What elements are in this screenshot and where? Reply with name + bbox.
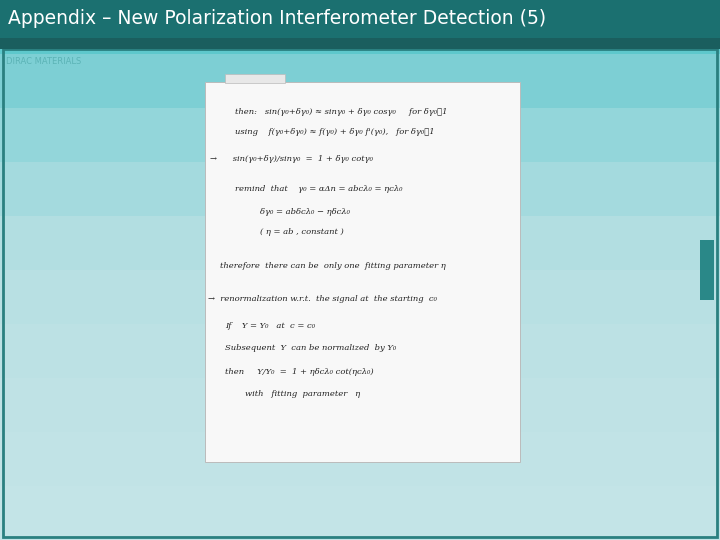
Bar [0,162,720,216]
Bar [700,240,714,300]
Text: then:   sin(γ₀+δγ₀) ≈ sinγ₀ + δγ₀ cosγ₀     for δγ₀≪1: then: sin(γ₀+δγ₀) ≈ sinγ₀ + δγ₀ cosγ₀ fo… [235,108,448,116]
Text: DIRAC MATERIALS: DIRAC MATERIALS [6,57,81,66]
Bar [205,82,520,462]
Text: ( η = ab , constant ): ( η = ab , constant ) [260,228,343,236]
Bar [0,324,720,378]
Bar [0,0,720,54]
Bar [0,432,720,486]
Text: Subsequent  Y  can be normalized  by Y₀: Subsequent Y can be normalized by Y₀ [225,344,396,352]
Text: Appendix – New Polarization Interferometer Detection (5): Appendix – New Polarization Interferomet… [8,10,546,29]
Bar [0,0,720,38]
Bar [0,378,720,432]
Bar [0,270,720,324]
Text: therefore  there can be  only one  fitting parameter η: therefore there can be only one fitting … [220,262,446,270]
Bar [0,216,720,270]
Bar [0,108,720,162]
Text: δγ₀ = abδcλ₀ − ηδcλ₀: δγ₀ = abδcλ₀ − ηδcλ₀ [260,208,350,216]
Bar [0,38,720,49]
Text: then     Y/Y₀  =  1 + ηδcλ₀ cot(ηcλ₀): then Y/Y₀ = 1 + ηδcλ₀ cot(ηcλ₀) [225,368,374,376]
Text: →  renormalization w.r.t.  the signal at  the starting  c₀: → renormalization w.r.t. the signal at t… [208,295,437,303]
Text: using    f(γ₀+δγ₀) ≈ f(γ₀) + δγ₀ f'(γ₀),   for δγ₀≪1: using f(γ₀+δγ₀) ≈ f(γ₀) + δγ₀ f'(γ₀), fo… [235,128,435,136]
Text: If    Y = Y₀   at  c = c₀: If Y = Y₀ at c = c₀ [225,322,315,330]
Text: with   fitting  parameter   η: with fitting parameter η [245,390,360,398]
Text: →      sin(γ₀+δγ)/sinγ₀  =  1 + δγ₀ cotγ₀: → sin(γ₀+δγ)/sinγ₀ = 1 + δγ₀ cotγ₀ [210,155,373,163]
Bar [225,74,285,83]
Bar [0,486,720,540]
Bar [0,54,720,108]
Text: remind  that    γ₀ = αΔn = abcλ₀ = ηcλ₀: remind that γ₀ = αΔn = abcλ₀ = ηcλ₀ [235,185,402,193]
